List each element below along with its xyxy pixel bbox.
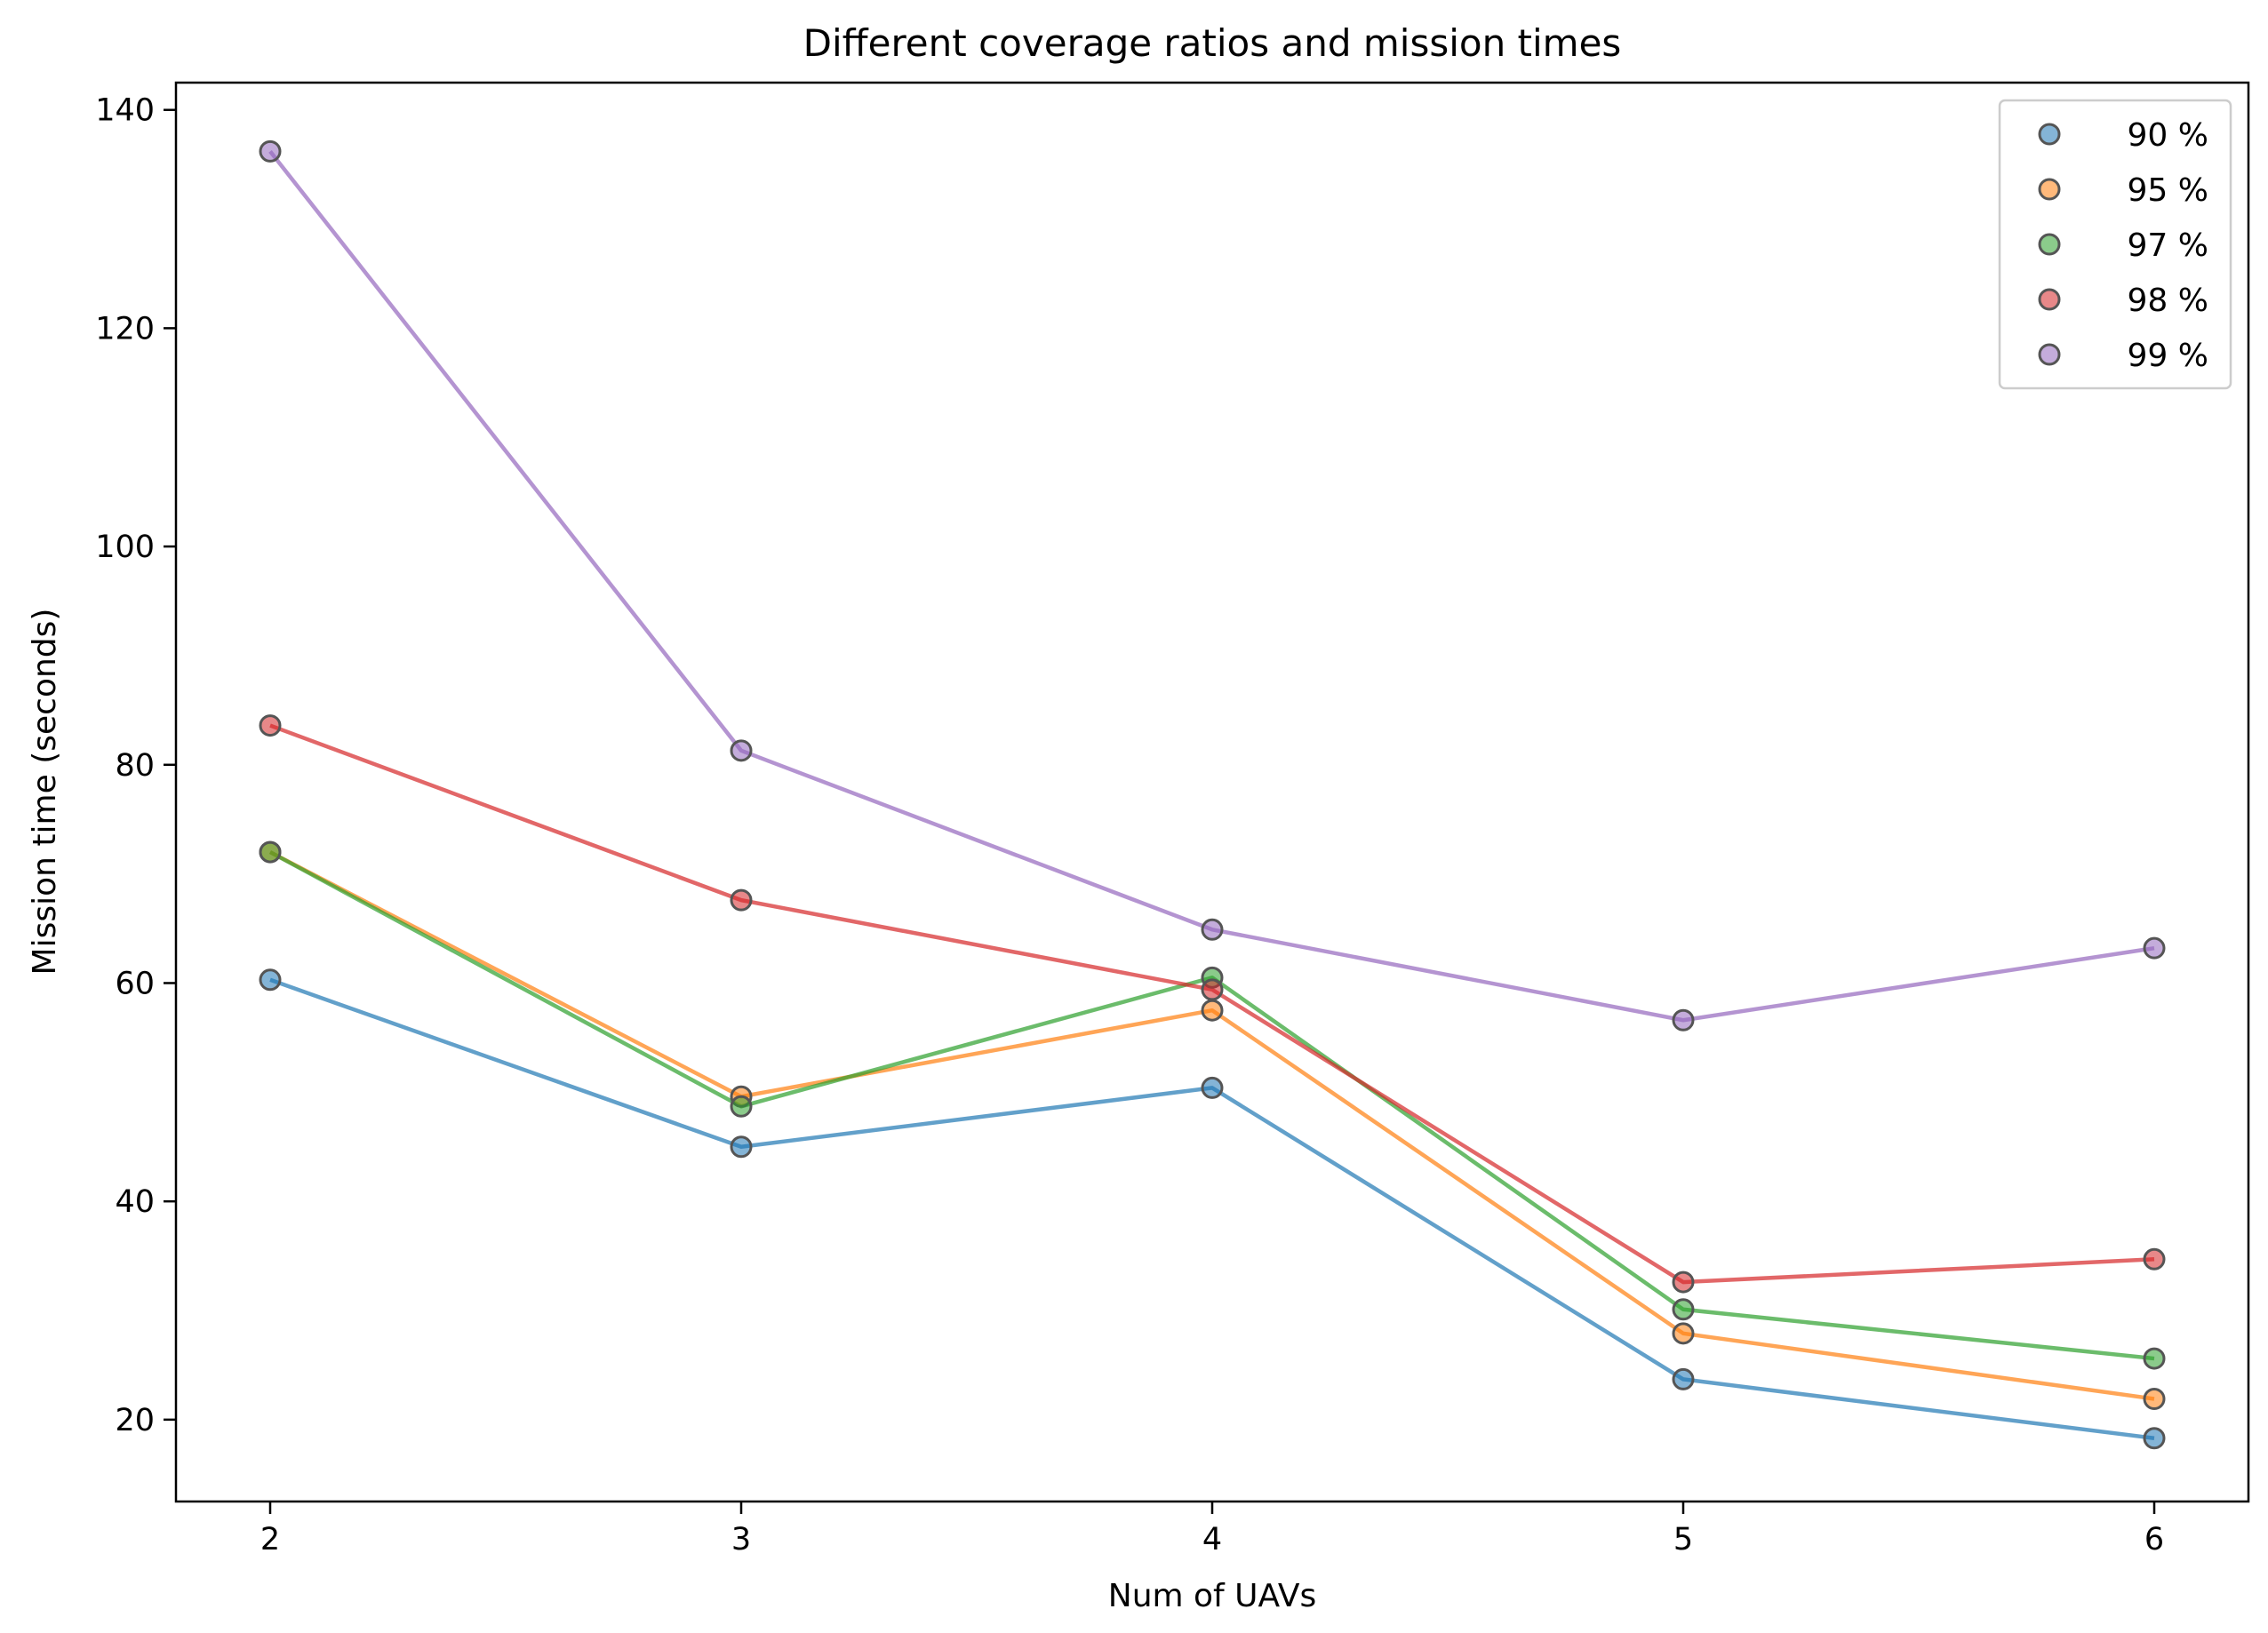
- data-point-series-3: [730, 1095, 753, 1118]
- legend-label: 97 %: [2128, 227, 2208, 264]
- y-tick-label: 40: [115, 1184, 155, 1220]
- x-tick-label: 2: [260, 1522, 280, 1557]
- data-point-series-5: [730, 739, 753, 762]
- data-point-series-4: [259, 714, 282, 737]
- y-axis: 20 40 60 80 100 120 140: [95, 93, 176, 1438]
- data-point-series-3: [1672, 1298, 1695, 1321]
- y-tick-label: 60: [115, 966, 155, 1001]
- data-point-series-5: [259, 139, 282, 163]
- chart-title: Different coverage ratios and mission ti…: [803, 21, 1622, 65]
- plot-area: [259, 139, 2166, 1450]
- legend-marker: [2038, 233, 2061, 256]
- x-tick-label: 4: [1202, 1522, 1222, 1557]
- data-point-series-2: [2143, 1388, 2166, 1411]
- x-tick-label: 3: [731, 1522, 751, 1557]
- data-point-series-5: [2143, 936, 2166, 960]
- data-point-series-3: [2143, 1347, 2166, 1370]
- data-point-series-4: [730, 888, 753, 912]
- legend-label: 98 %: [2128, 283, 2208, 319]
- legend: 90 % 95 % 97 % 98 % 99 %: [1998, 99, 2232, 390]
- x-axis: 2 3 4 5 6: [260, 1502, 2164, 1557]
- data-point-series-5: [1201, 918, 1224, 941]
- y-tick-label: 140: [95, 93, 155, 129]
- y-tick-label: 20: [115, 1403, 155, 1438]
- data-point-series-4: [1672, 1271, 1695, 1294]
- y-axis-label: Mission time (seconds): [27, 609, 63, 976]
- data-point-series-1: [1201, 1076, 1224, 1099]
- y-tick-label: 80: [115, 748, 155, 784]
- data-point-series-1: [730, 1135, 753, 1159]
- data-point-series-3: [259, 840, 282, 864]
- legend-label: 99 %: [2128, 338, 2208, 374]
- data-point-series-2: [1201, 999, 1224, 1022]
- data-point-series-1: [2143, 1427, 2166, 1450]
- legend-marker: [2038, 178, 2061, 201]
- data-point-series-1: [1672, 1367, 1695, 1390]
- x-tick-label: 5: [1673, 1522, 1693, 1557]
- x-axis-label: Num of UAVs: [1108, 1578, 1316, 1614]
- x-tick-label: 6: [2144, 1522, 2164, 1557]
- data-point-series-5: [1672, 1008, 1695, 1032]
- y-tick-label: 120: [95, 311, 155, 347]
- legend-marker: [2038, 123, 2061, 146]
- data-point-series-4: [1201, 978, 1224, 1001]
- y-tick-label: 100: [95, 530, 155, 565]
- legend-marker: [2038, 288, 2061, 311]
- legend-label: 90 %: [2128, 117, 2208, 154]
- legend-label: 95 %: [2128, 172, 2208, 209]
- data-point-series-1: [259, 968, 282, 992]
- data-point-series-2: [1672, 1322, 1695, 1345]
- data-point-series-4: [2143, 1247, 2166, 1271]
- legend-marker: [2038, 343, 2061, 366]
- legend-box: [1998, 99, 2232, 390]
